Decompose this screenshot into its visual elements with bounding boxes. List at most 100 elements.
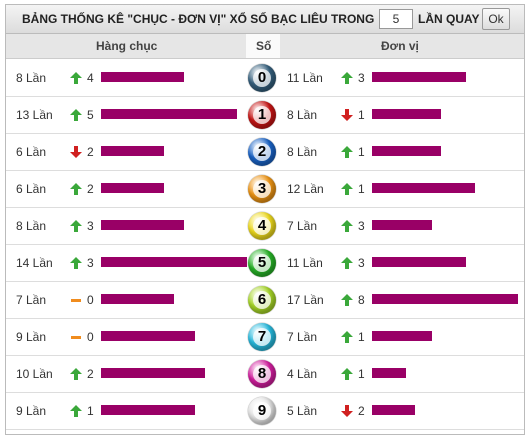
change-value: 8 (358, 293, 365, 307)
trend-icon (341, 331, 353, 343)
draw-count-input[interactable]: 5 (379, 9, 413, 29)
title-suffix: LẦN QUAY (418, 12, 480, 26)
count-bar (101, 109, 237, 119)
trend-icon (341, 405, 353, 417)
trend-icon (70, 183, 82, 195)
number-ball: 7 (248, 323, 276, 351)
ball-digit: 3 (253, 180, 271, 198)
change-value: 2 (87, 182, 94, 196)
trend-icon (341, 72, 353, 84)
change-value: 0 (87, 293, 94, 307)
number-ball: 2 (248, 138, 276, 166)
trend-icon (70, 109, 82, 121)
count-bar (101, 72, 185, 82)
change-value: 2 (358, 404, 365, 418)
ball-digit: 9 (253, 402, 271, 420)
number-ball: 6 (248, 286, 276, 314)
change-value: 5 (87, 108, 94, 122)
trend-icon (70, 368, 82, 380)
table-row: 13 Lần 5 1 8 Lần 1 (6, 96, 524, 134)
trend-icon (341, 220, 353, 232)
count-label: 5 Lần (287, 404, 318, 418)
count-label: 13 Lần (16, 108, 53, 122)
table-row: 9 Lần 1 9 5 Lần 2 (6, 392, 524, 430)
ball-digit: 1 (253, 106, 271, 124)
number-ball: 1 (248, 101, 276, 129)
change-value: 3 (358, 219, 365, 233)
count-label: 4 Lần (287, 367, 318, 381)
count-label: 7 Lần (287, 330, 318, 344)
count-bar (101, 257, 247, 267)
trend-icon (70, 72, 82, 84)
change-value: 1 (358, 367, 365, 381)
trend-icon (71, 336, 81, 339)
count-bar (372, 146, 441, 156)
table-row: 7 Lần 0 6 17 Lần 8 (6, 281, 524, 319)
trend-icon (70, 146, 82, 158)
column-title: Hàng chục (96, 39, 158, 53)
count-label: 6 Lần (16, 145, 47, 159)
stats-widget: BẢNG THỐNG KÊ "CHỤC - ĐƠN VỊ" XỔ SỐ BẠC … (5, 4, 525, 435)
count-label: 8 Lần (287, 145, 318, 159)
trend-icon (70, 257, 82, 269)
header-bar: BẢNG THỐNG KÊ "CHỤC - ĐƠN VỊ" XỔ SỐ BẠC … (6, 5, 524, 34)
number-ball: 8 (248, 360, 276, 388)
number-ball: 9 (248, 397, 276, 425)
title: BẢNG THỐNG KÊ "CHỤC - ĐƠN VỊ" XỔ SỐ BẠC … (22, 12, 375, 26)
count-bar (372, 72, 467, 82)
column-header: Hàng chục Số Đơn vị (6, 34, 524, 59)
trend-icon (341, 146, 353, 158)
count-label: 8 Lần (16, 71, 47, 85)
number-ball: 5 (248, 249, 276, 277)
count-bar (372, 109, 441, 119)
ball-digit: 2 (253, 143, 271, 161)
ball-digit: 8 (253, 365, 271, 383)
ball-digit: 0 (253, 69, 271, 87)
count-bar (372, 368, 407, 378)
count-bar (101, 183, 164, 193)
count-bar (101, 294, 174, 304)
change-value: 1 (358, 182, 365, 196)
ok-button[interactable]: Ok (482, 8, 510, 30)
change-value: 3 (87, 219, 94, 233)
number-ball: 0 (248, 64, 276, 92)
count-label: 8 Lần (287, 108, 318, 122)
count-label: 7 Lần (287, 219, 318, 233)
table-row: 10 Lần 2 8 4 Lần 1 (6, 355, 524, 393)
count-bar (101, 146, 164, 156)
count-bar (372, 183, 476, 193)
trend-icon (71, 299, 81, 302)
count-bar (101, 331, 195, 341)
count-label: 11 Lần (287, 71, 323, 85)
count-bar (372, 294, 518, 304)
count-label: 17 Lần (287, 293, 324, 307)
trend-icon (341, 109, 353, 121)
table-row: 6 Lần 2 2 8 Lần 1 (6, 133, 524, 171)
change-value: 3 (87, 256, 94, 270)
ball-digit: 7 (253, 328, 271, 346)
table-row: 8 Lần 4 0 11 Lần 3 (6, 59, 524, 97)
ball-digit: 4 (253, 217, 271, 235)
ball-digit: 5 (253, 254, 271, 272)
table-row: 8 Lần 3 4 7 Lần 3 (6, 207, 524, 245)
change-value: 3 (358, 256, 365, 270)
count-bar (372, 331, 433, 341)
trend-icon (70, 405, 82, 417)
table-row: 6 Lần 2 3 12 Lần 1 (6, 170, 524, 208)
column-title: Đơn vị (381, 39, 419, 53)
change-value: 1 (358, 330, 365, 344)
trend-icon (341, 183, 353, 195)
change-value: 3 (358, 71, 365, 85)
change-value: 2 (87, 367, 94, 381)
count-bar (372, 220, 433, 230)
count-bar (372, 257, 467, 267)
column-title: Số (256, 39, 272, 53)
table-row: 9 Lần 0 7 7 Lần 1 (6, 318, 524, 356)
count-label: 7 Lần (16, 293, 47, 307)
count-label: 6 Lần (16, 182, 47, 196)
count-bar (101, 368, 206, 378)
count-label: 11 Lần (287, 256, 323, 270)
ball-digit: 6 (253, 291, 271, 309)
count-label: 14 Lần (16, 256, 53, 270)
number-ball: 4 (248, 212, 276, 240)
